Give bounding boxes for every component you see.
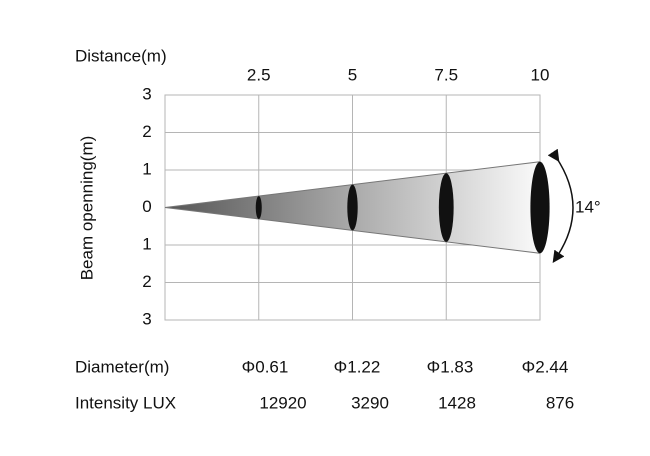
y-tick-label: 1: [142, 234, 151, 253]
row-value: 1428: [438, 393, 476, 412]
row-value: Φ1.83: [427, 357, 474, 376]
row-value: 876: [546, 393, 574, 412]
beam-angle-label: 14°: [575, 197, 601, 216]
y-tick-label: 3: [142, 309, 151, 328]
y-tick-label: 1: [142, 159, 151, 178]
y-tick-label: 0: [142, 197, 151, 216]
y-tick-label: 2: [142, 122, 151, 141]
x-tick-label: 5: [348, 65, 357, 84]
beam-spot: [255, 196, 262, 219]
beam-spot: [438, 173, 454, 242]
x-tick-label: 7.5: [434, 65, 458, 84]
angle-arrow: [547, 148, 574, 263]
row-value: 12920: [259, 393, 306, 412]
beam-spot: [530, 161, 550, 254]
y-tick-label: 3: [142, 84, 151, 103]
row-value: Φ0.61: [242, 357, 289, 376]
row-value: Φ2.44: [522, 357, 569, 376]
x-tick-label: 10: [531, 65, 550, 84]
y-tick-label: 2: [142, 272, 151, 291]
row-label: Diameter(m): [75, 357, 169, 376]
row-value: 3290: [351, 393, 389, 412]
beam-spot: [347, 184, 358, 231]
x-tick-label: 2.5: [247, 65, 271, 84]
y-axis-label: Beam openning(m): [77, 136, 96, 281]
chart-title: Distance(m): [75, 46, 167, 65]
row-value: Φ1.22: [334, 357, 381, 376]
row-label: Intensity LUX: [75, 393, 176, 412]
